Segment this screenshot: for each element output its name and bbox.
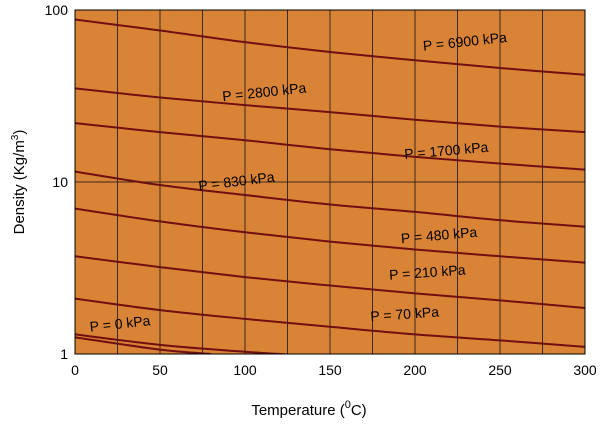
curves bbox=[75, 18, 585, 354]
grid bbox=[75, 10, 585, 354]
series-line-1 bbox=[75, 18, 585, 76]
y-tick-label: 100 bbox=[45, 2, 69, 18]
x-tick-label: 150 bbox=[318, 362, 342, 378]
x-tick-label: 300 bbox=[573, 362, 597, 378]
curve-label: P = 70 kPa bbox=[370, 303, 440, 324]
series-line-6 bbox=[75, 255, 585, 310]
curve-label: P = 210 kPa bbox=[389, 261, 467, 282]
x-tick-label: 50 bbox=[152, 362, 168, 378]
y-axis-title: Density (Kg/m3) bbox=[10, 130, 28, 235]
y-tick-label: 1 bbox=[60, 346, 68, 362]
y-tick-label: 10 bbox=[52, 174, 68, 190]
series-line-3 bbox=[75, 122, 585, 171]
curve-label: P = 0 kPa bbox=[89, 312, 151, 334]
series-line-2 bbox=[75, 87, 585, 134]
x-tick-labels: 0 50 100 150 200 250 300 bbox=[71, 362, 597, 378]
curve-label: P = 1700 kPa bbox=[404, 139, 489, 162]
x-tick-label: 200 bbox=[403, 362, 427, 378]
series-line-8 bbox=[75, 333, 296, 354]
series-line-4 bbox=[75, 170, 585, 228]
x-tick-label: 100 bbox=[233, 362, 257, 378]
series-line-5 bbox=[75, 207, 585, 264]
x-axis-title: Temperature (0C) bbox=[251, 399, 366, 419]
y-tick-labels: 1 10 100 bbox=[45, 2, 69, 362]
series-line-9 bbox=[75, 336, 212, 354]
x-tick-label: 0 bbox=[71, 362, 79, 378]
curve-label: P = 480 kPa bbox=[400, 224, 478, 247]
x-tick-label: 250 bbox=[488, 362, 512, 378]
plot-border bbox=[74, 9, 586, 355]
series-line-7 bbox=[75, 297, 585, 348]
